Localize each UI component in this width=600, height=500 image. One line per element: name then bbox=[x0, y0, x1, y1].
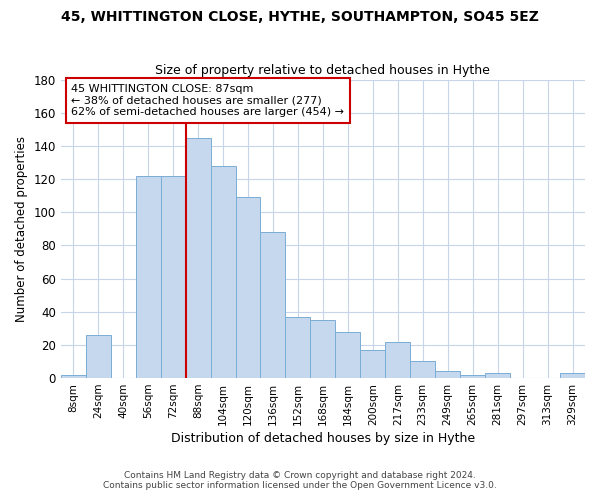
Text: 45, WHITTINGTON CLOSE, HYTHE, SOUTHAMPTON, SO45 5EZ: 45, WHITTINGTON CLOSE, HYTHE, SOUTHAMPTO… bbox=[61, 10, 539, 24]
Bar bbox=[161, 176, 185, 378]
Bar bbox=[335, 332, 361, 378]
Bar bbox=[385, 342, 410, 378]
Bar bbox=[236, 198, 260, 378]
Bar bbox=[260, 232, 286, 378]
Bar bbox=[310, 320, 335, 378]
Bar bbox=[211, 166, 236, 378]
Bar bbox=[86, 335, 111, 378]
Text: Contains HM Land Registry data © Crown copyright and database right 2024.
Contai: Contains HM Land Registry data © Crown c… bbox=[103, 470, 497, 490]
Bar bbox=[61, 375, 86, 378]
Y-axis label: Number of detached properties: Number of detached properties bbox=[15, 136, 28, 322]
X-axis label: Distribution of detached houses by size in Hythe: Distribution of detached houses by size … bbox=[171, 432, 475, 445]
Bar bbox=[435, 372, 460, 378]
Title: Size of property relative to detached houses in Hythe: Size of property relative to detached ho… bbox=[155, 64, 490, 77]
Bar bbox=[185, 138, 211, 378]
Bar bbox=[410, 362, 435, 378]
Bar bbox=[560, 373, 585, 378]
Bar bbox=[485, 373, 510, 378]
Text: 45 WHITTINGTON CLOSE: 87sqm
← 38% of detached houses are smaller (277)
62% of se: 45 WHITTINGTON CLOSE: 87sqm ← 38% of det… bbox=[71, 84, 344, 117]
Bar bbox=[286, 316, 310, 378]
Bar bbox=[460, 375, 485, 378]
Bar bbox=[136, 176, 161, 378]
Bar bbox=[361, 350, 385, 378]
